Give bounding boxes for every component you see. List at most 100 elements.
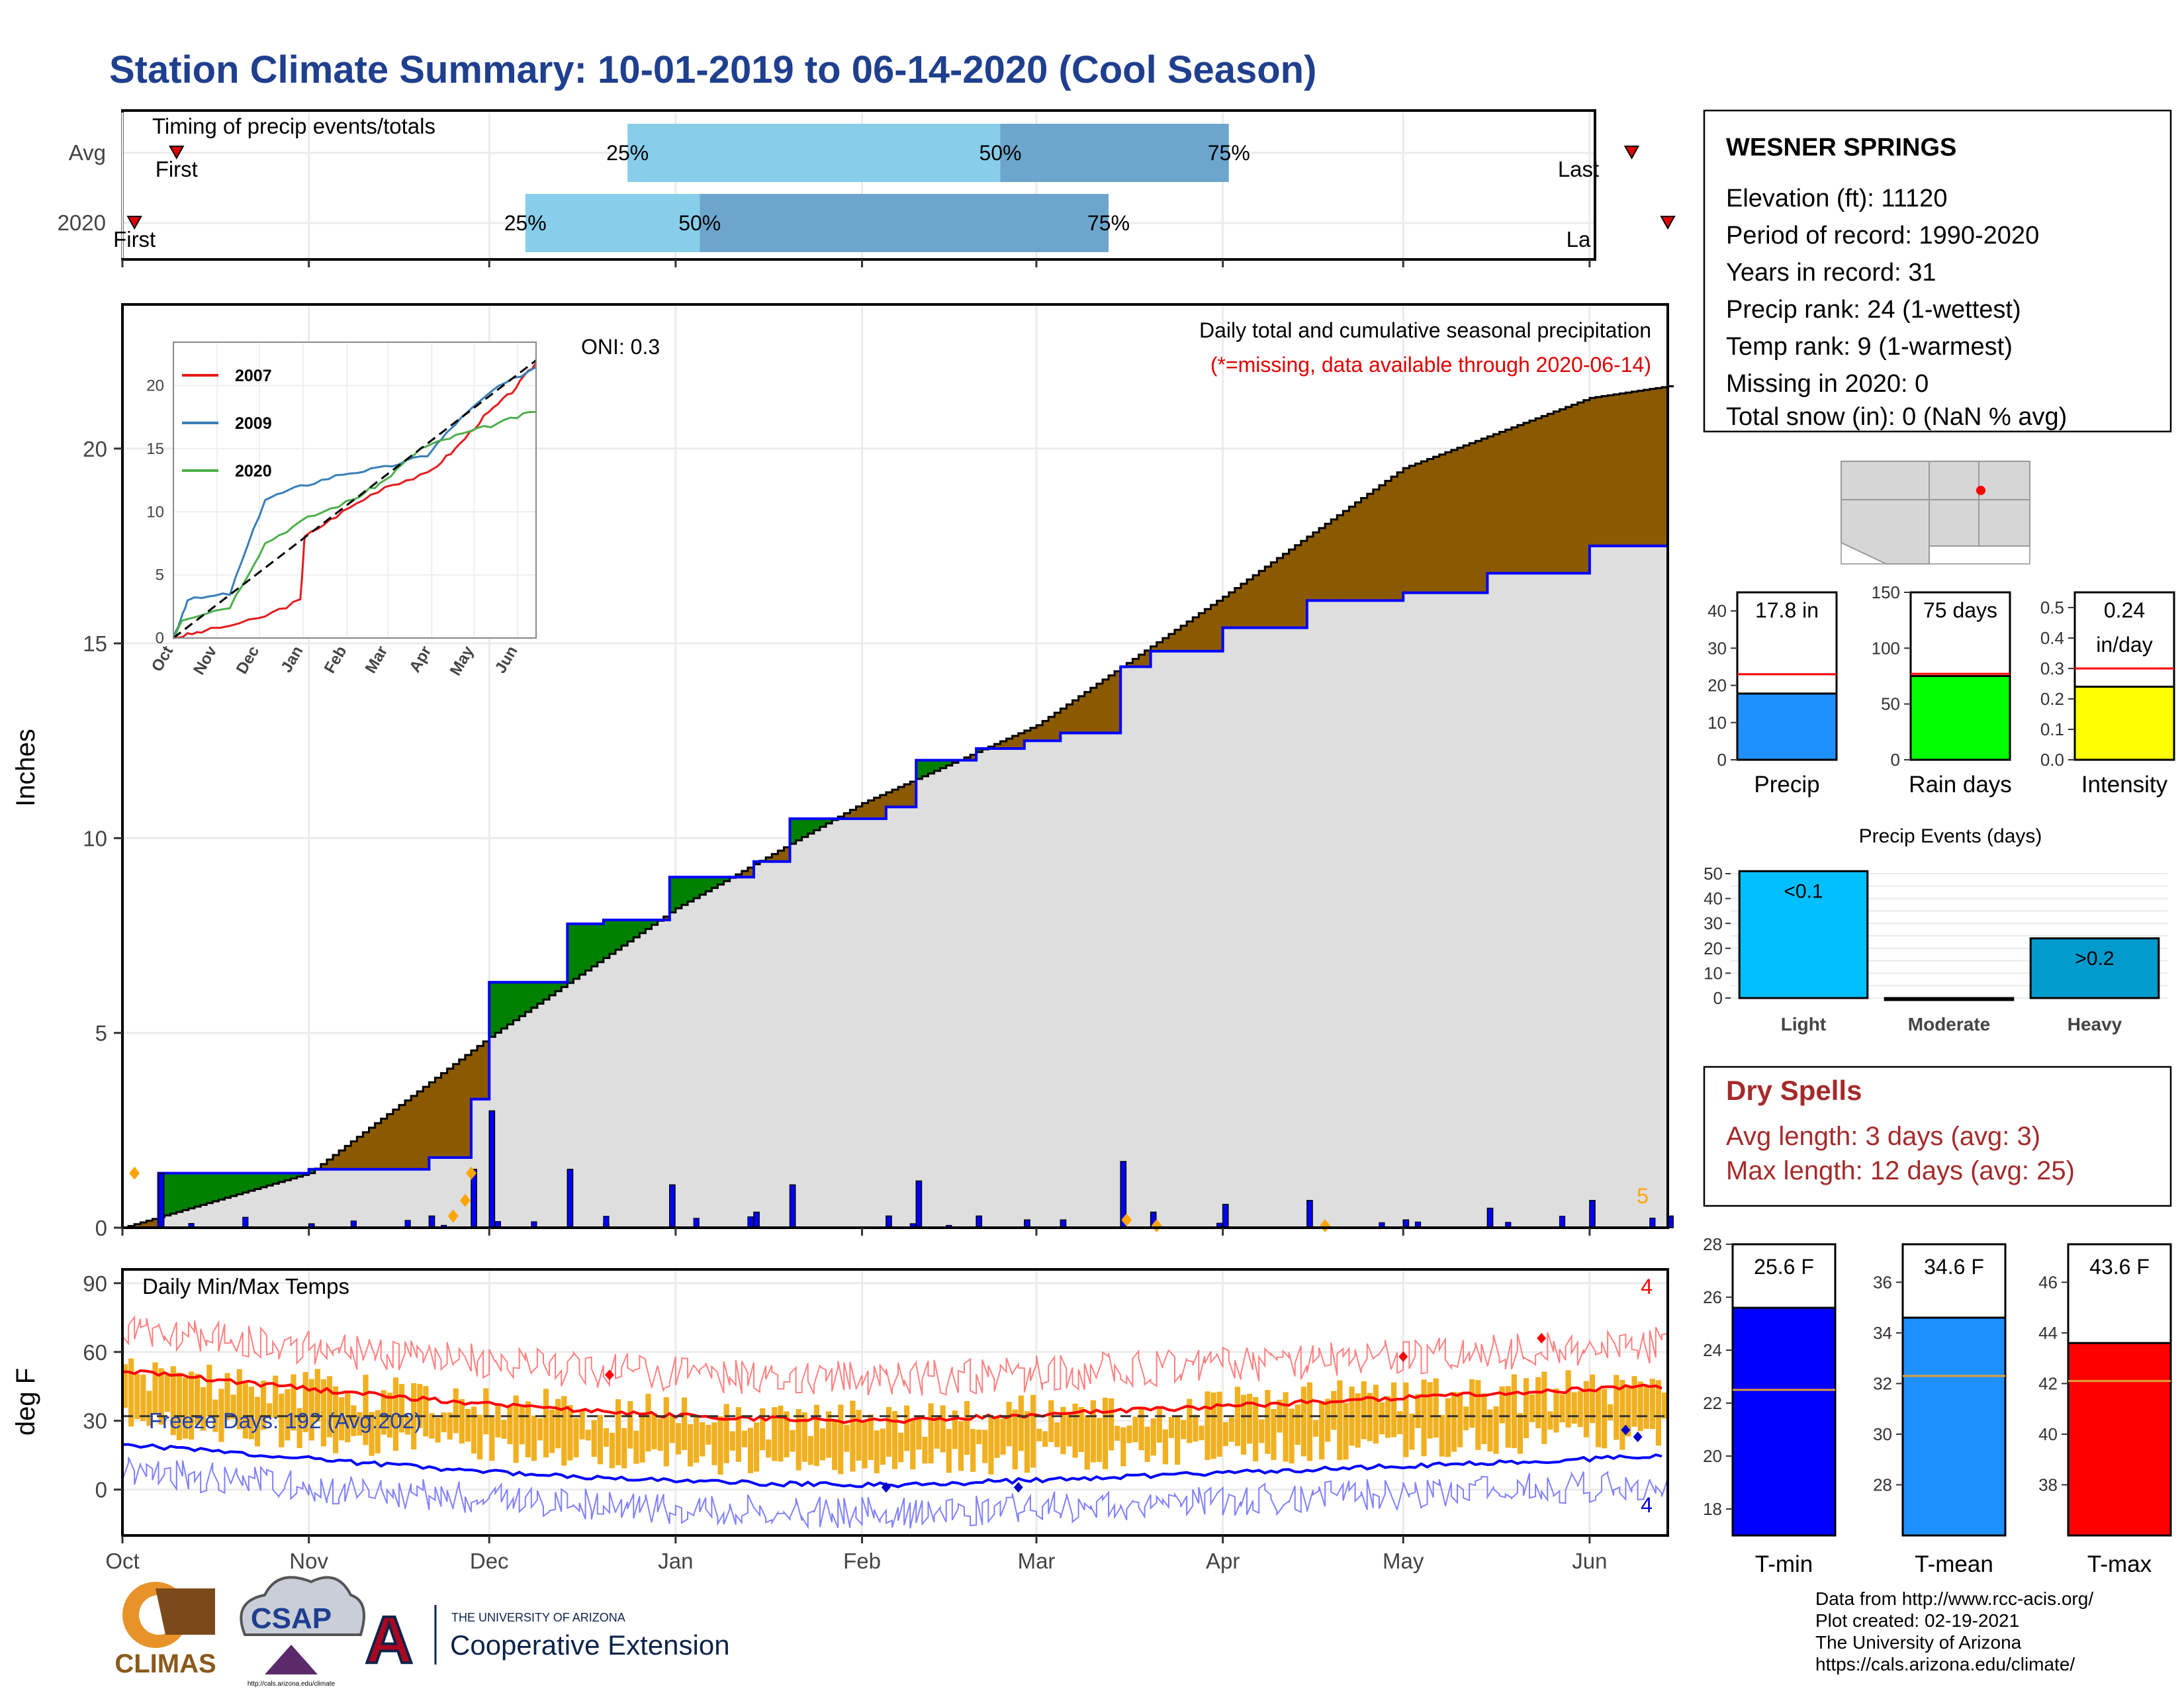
daily-temp-range-bar: [188, 1371, 195, 1440]
daily-temp-range-bar: [477, 1414, 483, 1460]
daily-temp-range-bar: [801, 1412, 807, 1462]
month-label: Jun: [1572, 1549, 1607, 1573]
daily-precip-bar: [753, 1211, 760, 1228]
record-high-marker: [604, 1369, 614, 1381]
daily-temp-range-bar: [453, 1388, 459, 1434]
daily-temp-range-bar: [778, 1405, 784, 1462]
daily-temp-range-bar: [1451, 1391, 1457, 1452]
ua-a-icon: A: [365, 1603, 413, 1677]
dry-spells-title: Dry Spells: [1726, 1075, 1862, 1106]
mini-bar-ytick-label: 0.0: [2040, 750, 2064, 770]
precip-panel-frame: [121, 303, 1669, 1229]
temp-bar-ytick-label: 46: [2038, 1272, 2058, 1292]
daily-temp-range-bar: [140, 1374, 146, 1421]
daily-temp-range-bar: [819, 1428, 826, 1461]
daily-temp-range-bar: [1162, 1429, 1168, 1465]
daily-temp-range-bar: [916, 1419, 922, 1450]
daily-temp-range-bar: [279, 1393, 285, 1447]
events-bar-heavy: [2029, 937, 2160, 999]
timing-q75-label: 75%: [1208, 141, 1250, 165]
inset-ytick-label: 5: [156, 567, 164, 584]
temp-ytick-label: 60: [83, 1340, 107, 1365]
daily-temp-range-bar: [1102, 1397, 1109, 1469]
temp-ylabel: deg F: [11, 1368, 40, 1436]
daily-temp-range-bar: [230, 1394, 236, 1419]
daily-temp-range-bar: [1553, 1388, 1559, 1433]
mini-bar-ytick-label: 150: [1872, 582, 1900, 602]
daily-temp-range-bar: [375, 1410, 381, 1453]
timing-q50-label: 50%: [678, 211, 721, 235]
record-low-marker: [1013, 1482, 1023, 1493]
timing-last-label: La: [1567, 227, 1591, 251]
month-label: Oct: [105, 1549, 139, 1573]
daily-temp-range-bar: [1072, 1403, 1078, 1458]
daily-temp-range-bar: [1222, 1422, 1228, 1446]
csap-logo: CSAP http://cals.arizona.edu/climate: [240, 1576, 365, 1688]
daily-temp-range-bar: [176, 1372, 182, 1440]
mini-bar-value: 17.8 in: [1755, 598, 1819, 622]
daily-temp-range-bar: [1499, 1386, 1505, 1424]
month-label: Dec: [470, 1549, 509, 1573]
dry-spells-box: Dry Spells Avg length: 3 days (avg: 3) M…: [1703, 1066, 2172, 1207]
temp-bar-ytick-label: 44: [2038, 1323, 2058, 1343]
footer-line-url: https://cals.arizona.edu/climate/: [1815, 1654, 2075, 1674]
daily-temp-range-bar: [597, 1415, 603, 1465]
daily-temp-range-bar: [898, 1432, 904, 1463]
daily-temp-range-bar: [952, 1410, 958, 1449]
daily-temp-range-bar: [868, 1414, 874, 1461]
daily-temp-range-bar: [1439, 1414, 1445, 1457]
daily-temp-range-bar: [1096, 1418, 1103, 1462]
daily-precip-bar: [1589, 1200, 1596, 1228]
daily-temp-range-bar: [525, 1401, 531, 1457]
daily-temp-range-bar: [663, 1397, 669, 1467]
daily-temp-range-bar: [1469, 1379, 1475, 1428]
daily-temp-range-bar: [627, 1400, 633, 1449]
record-max-temp-line: [122, 1314, 1668, 1396]
climas-mesa-icon: [156, 1588, 215, 1635]
events-ytick-label: 10: [1704, 963, 1723, 983]
daily-precip-bar: [1486, 1207, 1494, 1228]
daily-temp-range-bar: [1343, 1402, 1349, 1460]
mini-bar-ytick-label: 0.4: [2040, 628, 2064, 648]
daily-temp-range-bar: [886, 1406, 892, 1457]
daily-temp-range-bar: [1577, 1391, 1583, 1428]
daily-temp-range-bar: [1090, 1400, 1096, 1463]
record-high-marker: [1537, 1332, 1547, 1344]
daily-temp-range-bar: [387, 1393, 392, 1438]
daily-temp-range-bar: [248, 1387, 254, 1440]
timing-row-2020-label: 2020: [58, 210, 106, 235]
daily-temp-range-bar: [934, 1416, 940, 1449]
footer-line-created: Plot created: 02-19-2021: [1815, 1610, 2019, 1631]
daily-temp-range-bar: [567, 1405, 573, 1461]
daily-temp-range-bar: [1649, 1379, 1655, 1430]
daily-temp-range-bar: [832, 1420, 838, 1471]
timing-last-label: Last: [1558, 157, 1599, 181]
daily-temp-range-bar: [224, 1373, 230, 1420]
daily-precip-bar: [915, 1180, 923, 1228]
events-bar-light: [1738, 870, 1869, 999]
daily-precip-bar: [1306, 1200, 1313, 1228]
summary-mini-bars: 0 10 20 30 40 17.8 in Precip 0 50 100 150 75 days Ra…: [1707, 582, 2175, 798]
daily-temp-range-bar: [729, 1431, 735, 1451]
daily-temp-range-bar: [1181, 1420, 1187, 1440]
inset-lines: [172, 359, 537, 639]
timing-bar-q1: [525, 194, 700, 252]
snow-diamond-marker: [447, 1209, 459, 1223]
daily-temp-range-bar: [1259, 1419, 1265, 1443]
precip-ytick-label: 10: [83, 826, 107, 850]
daily-temp-range-bar: [760, 1408, 766, 1451]
ua-extension-text: Cooperative Extension: [450, 1629, 730, 1661]
daily-precip-bar: [1559, 1215, 1566, 1228]
inset-line-2020: [172, 410, 537, 639]
mini-bar-precip: [1736, 692, 1838, 761]
daily-temp-range-bar: [158, 1368, 164, 1425]
daily-temp-range-bar: [1066, 1411, 1072, 1447]
mini-bar-ytick-label: 100: [1872, 638, 1900, 658]
daily-temp-range-bar: [880, 1428, 886, 1465]
daily-temp-range-bar: [1199, 1426, 1205, 1441]
daily-precip-bar: [242, 1216, 249, 1228]
temp-panel: 0 30 60 90 deg F Daily Min/Max Temps Freeze…: [11, 1268, 1669, 1537]
freeze-days-label: Freeze Days: 192 (Avg:202): [149, 1408, 422, 1433]
daily-temp-range-bar: [561, 1396, 567, 1466]
timing-first-label: First: [113, 227, 156, 251]
